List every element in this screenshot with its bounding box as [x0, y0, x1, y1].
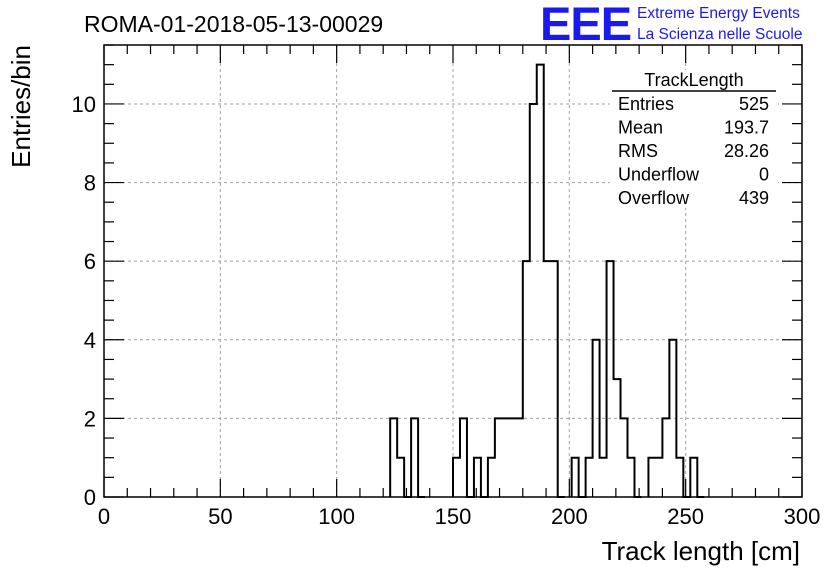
stats-label: Overflow	[618, 188, 690, 208]
x-tick-labels: 0 50 100 150 200 250 300	[98, 504, 820, 529]
stats-label: Entries	[618, 94, 674, 114]
x-tick-label: 0	[98, 504, 110, 529]
histogram-bin	[614, 379, 621, 497]
histogram-bin	[621, 418, 628, 497]
histogram-bin	[551, 261, 558, 497]
y-tick-label: 0	[84, 485, 96, 510]
grid-lines	[104, 45, 802, 497]
histogram-bin	[544, 261, 551, 497]
histogram-bin	[537, 65, 544, 497]
eee-logo: EEE Extreme Energy Events La Scienza nel…	[540, 0, 802, 50]
histogram-bin	[662, 418, 669, 497]
x-tick-label: 300	[784, 504, 821, 529]
x-tick-label: 200	[551, 504, 588, 529]
histogram-bin	[411, 418, 418, 497]
stats-value: 28.26	[724, 141, 769, 161]
histogram-bin	[530, 104, 537, 497]
histogram-bin	[523, 261, 530, 497]
histogram-bin	[495, 418, 502, 497]
y-tick-label: 2	[84, 406, 96, 431]
stats-label: Mean	[618, 118, 663, 138]
histogram-bin	[607, 261, 614, 497]
stats-value: 0	[759, 165, 769, 185]
histogram-bin	[390, 418, 397, 497]
histogram-bin	[502, 418, 509, 497]
stats-label: RMS	[618, 141, 658, 161]
stats-box-title: TrackLength	[644, 70, 743, 90]
stats-rows: Entries 525 Mean 193.7 RMS 28.26 Underflow 0 Ove…	[618, 94, 769, 208]
stats-label: Underflow	[618, 165, 700, 185]
histogram-bin	[572, 458, 579, 497]
histogram-bin	[516, 418, 523, 497]
axis-ticks	[103, 44, 803, 498]
chart-title: ROMA-01-2018-05-13-00029	[84, 11, 383, 37]
histogram-bin	[460, 418, 467, 497]
y-tick-label: 8	[84, 171, 96, 196]
stats-value: 525	[739, 94, 769, 114]
y-tick-labels: 0 2 4 6 8 10	[72, 92, 96, 510]
histogram-bin	[648, 458, 655, 497]
histogram-bin	[509, 418, 516, 497]
histogram-bin	[676, 458, 683, 497]
logo-mark: EEE	[540, 0, 631, 50]
stats-value: 439	[739, 188, 769, 208]
logo-line-1: Extreme Energy Events	[637, 5, 800, 22]
histogram-bin	[690, 458, 697, 497]
x-tick-label: 150	[435, 504, 472, 529]
x-tick-label: 100	[318, 504, 355, 529]
stats-value: 193.7	[724, 118, 769, 138]
histogram-bin	[600, 458, 607, 497]
x-axis-label: Track length [cm]	[602, 536, 800, 566]
x-tick-label: 50	[208, 504, 232, 529]
y-tick-label: 6	[84, 249, 96, 274]
x-tick-label: 250	[667, 504, 704, 529]
histogram-bin	[586, 458, 593, 497]
histogram-bin	[474, 458, 481, 497]
stats-box-background	[610, 70, 778, 208]
histogram-bin	[628, 458, 635, 497]
logo-line-2: La Scienza nelle Scuole	[637, 26, 802, 43]
histogram-bin	[655, 458, 662, 497]
histogram-bin	[397, 458, 404, 497]
y-tick-label: 4	[84, 328, 96, 353]
y-tick-label: 10	[72, 92, 96, 117]
y-axis-label: Entries/bin	[6, 45, 36, 168]
histogram-bin	[453, 458, 460, 497]
histogram-bin	[488, 458, 495, 497]
stats-box: TrackLength Entries 525 Mean 193.7 RMS 28.26 U…	[610, 70, 778, 208]
